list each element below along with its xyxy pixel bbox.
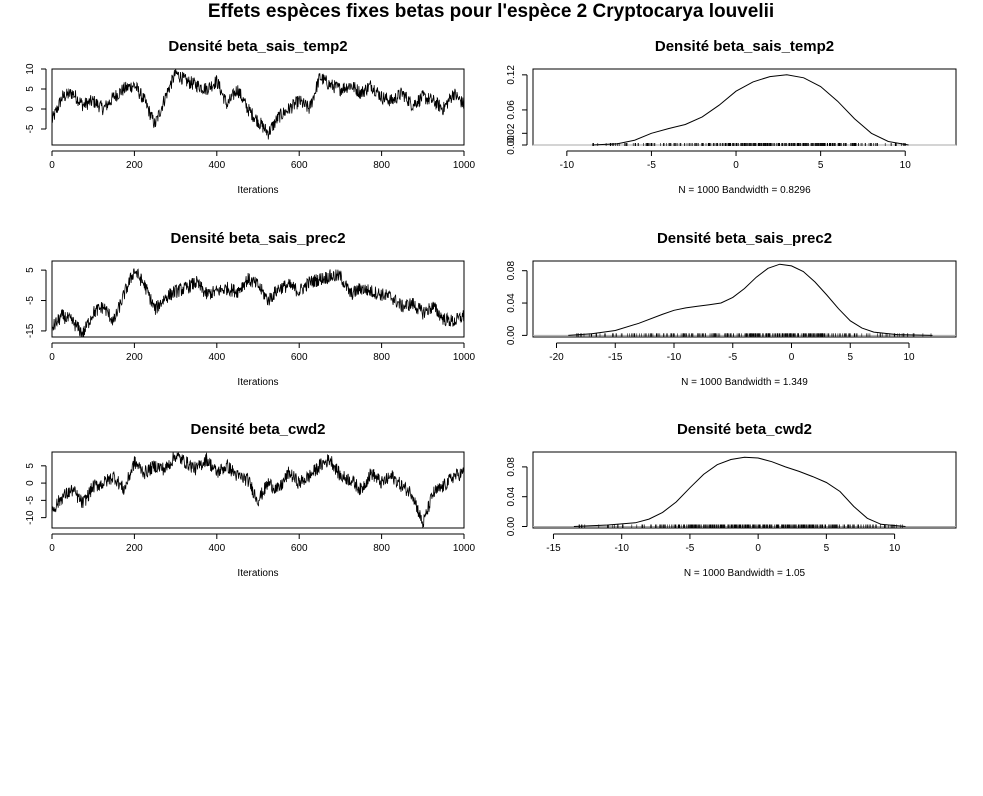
x-axis-label: N = 1000 Bandwidth = 1.349 — [681, 377, 808, 388]
x-tick-label: 0 — [49, 352, 55, 363]
panel-title: Densité beta_sais_prec2 — [657, 230, 832, 247]
x-axis-label: Iterations — [237, 185, 278, 196]
x-tick-label: 0 — [49, 160, 55, 171]
chart-panel-2: Densité beta_sais_temp2 -10 -5 0 5 10 0.000.02… — [506, 38, 957, 196]
y-tick-label: 0.08 — [506, 261, 517, 281]
y-tick-label: -5 — [25, 296, 36, 305]
y-tick-label: 0.12 — [506, 65, 517, 85]
x-tick-label: 200 — [126, 352, 143, 363]
y-tick-label: 0.06 — [506, 100, 517, 120]
chart-panel-1: Densité beta_sais_temp2 0 200 400 600 800 1000… — [25, 38, 476, 196]
x-axis-label: Iterations — [237, 377, 278, 388]
x-tick-label: 600 — [291, 543, 308, 554]
x-tick-label: -5 — [647, 160, 656, 171]
x-tick-label: 5 — [847, 352, 853, 363]
y-tick-label: -10 — [25, 510, 36, 525]
x-tick-label: 5 — [818, 160, 824, 171]
x-tick-label: 800 — [373, 160, 390, 171]
y-tick-label: 5 — [25, 463, 36, 469]
plot-frame — [51, 260, 465, 338]
rug-marks — [592, 143, 906, 146]
y-tick-label: 0 — [25, 106, 36, 112]
x-tick-label: 10 — [900, 160, 912, 171]
density-curve — [573, 456, 906, 527]
y-tick-label: 5 — [25, 267, 36, 273]
figure-title: Effets espèces fixes betas pour l'espèce… — [208, 1, 774, 22]
x-tick-label: 10 — [903, 352, 915, 363]
x-axis-label: N = 1000 Bandwidth = 0.8296 — [678, 185, 811, 196]
x-tick-label: -10 — [614, 543, 629, 554]
plot-frame — [532, 260, 957, 338]
panel-title: Densité beta_sais_temp2 — [168, 38, 347, 55]
x-axis-label: Iterations — [237, 568, 278, 579]
x-tick-label: 0 — [789, 352, 795, 363]
y-tick-label: 0.04 — [506, 293, 517, 313]
panel-title: Densité beta_sais_temp2 — [655, 38, 834, 55]
x-tick-label: -5 — [728, 352, 737, 363]
chart-panel-4: Densité beta_sais_prec2 -20 -15 -10 -5 0 5 10 0.… — [506, 230, 957, 388]
x-tick-label: 1000 — [453, 352, 476, 363]
y-tick-label: -5 — [25, 124, 36, 133]
x-tick-label: 800 — [373, 543, 390, 554]
y-tick-label: 0.00 — [506, 516, 517, 536]
plot-frame — [532, 68, 957, 146]
chart-panel-5: Densité beta_cwd2 0 200 400 600 800 1000 -10 -5 0… — [25, 421, 476, 579]
x-tick-label: 400 — [208, 543, 225, 554]
x-tick-label: -15 — [608, 352, 623, 363]
x-tick-label: -10 — [560, 160, 575, 171]
x-tick-label: 1000 — [453, 160, 476, 171]
y-tick-label: 10 — [25, 63, 36, 75]
density-curve — [568, 263, 933, 336]
panel-title: Densité beta_cwd2 — [190, 421, 325, 438]
x-tick-label: -10 — [667, 352, 682, 363]
x-tick-label: 800 — [373, 352, 390, 363]
x-axis-label: N = 1000 Bandwidth = 1.05 — [684, 568, 806, 579]
rug-marks — [576, 333, 932, 337]
y-tick-label: 0 — [25, 480, 36, 486]
plot-frame — [51, 451, 465, 529]
y-tick-label: -15 — [25, 323, 36, 338]
rug-marks — [578, 524, 903, 528]
x-tick-label: 0 — [49, 543, 55, 554]
y-tick-label: 0.04 — [506, 487, 517, 507]
y-tick-label: 0.00 — [506, 325, 517, 345]
trace-line — [51, 68, 465, 140]
chart-panel-3: Densité beta_sais_prec2 0 200 400 600 800 1000… — [25, 230, 476, 388]
x-tick-label: -20 — [549, 352, 564, 363]
x-tick-label: 1000 — [453, 543, 476, 554]
trace-line — [51, 268, 465, 338]
y-tick-label: 5 — [25, 86, 36, 92]
x-tick-label: 600 — [291, 160, 308, 171]
x-tick-label: -15 — [546, 543, 561, 554]
y-tick-label: -5 — [25, 495, 36, 504]
x-tick-label: 10 — [889, 543, 901, 554]
plot-frame — [51, 68, 465, 146]
x-tick-label: 200 — [126, 543, 143, 554]
x-tick-label: -5 — [685, 543, 694, 554]
plot-frame — [532, 451, 957, 529]
trace-line — [51, 452, 465, 528]
y-tick-label: 0.00 — [506, 135, 517, 155]
panel-title: Densité beta_cwd2 — [677, 421, 812, 438]
x-tick-label: 400 — [208, 160, 225, 171]
chart-panel-6: Densité beta_cwd2 -15 -10 -5 0 5 10 0.00 0.04 0.0… — [506, 421, 957, 579]
density-curve — [592, 74, 909, 146]
x-tick-label: 600 — [291, 352, 308, 363]
x-tick-label: 200 — [126, 160, 143, 171]
x-tick-label: 0 — [755, 543, 761, 554]
x-tick-label: 400 — [208, 352, 225, 363]
x-tick-label: 5 — [824, 543, 830, 554]
y-tick-label: 0.02 — [506, 123, 517, 143]
x-tick-label: 0 — [733, 160, 739, 171]
y-tick-label: 0.08 — [506, 457, 517, 477]
panel-title: Densité beta_sais_prec2 — [170, 230, 345, 247]
